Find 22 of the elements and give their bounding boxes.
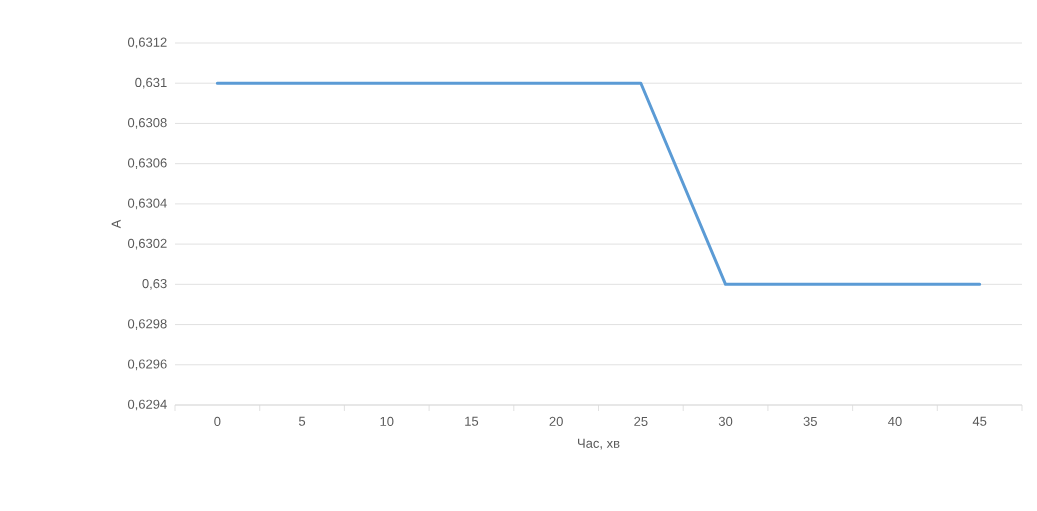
y-axis-title: A <box>111 219 121 229</box>
y-tick-label: 0,6306 <box>127 158 167 170</box>
x-tick-label: 0 <box>214 416 221 426</box>
y-tick-label: 0,6294 <box>127 399 167 411</box>
y-tick-label: 0,6296 <box>127 359 167 371</box>
x-tick-label: 15 <box>465 416 479 426</box>
x-tick-label: 10 <box>380 416 394 426</box>
y-tick-label: 0,63 <box>142 278 167 290</box>
x-axis-title: Час, хв <box>578 438 620 450</box>
y-tick-label: 0,6308 <box>127 118 167 129</box>
x-tick-label: 45 <box>972 416 987 426</box>
y-tick-label: 0,6298 <box>127 319 167 330</box>
x-tick-label: 20 <box>549 416 563 426</box>
y-tick-label: 0,6304 <box>127 198 167 210</box>
y-tick-label: 0,6312 <box>127 37 167 49</box>
x-tick-label: 25 <box>634 416 648 426</box>
x-tick-label: 30 <box>718 416 733 426</box>
x-tick-label: 40 <box>888 416 902 426</box>
y-tick-label: 0,631 <box>135 77 167 89</box>
y-tick-label: 0,6302 <box>127 238 167 250</box>
x-tick-label: 5 <box>298 416 306 426</box>
x-tick-label: 35 <box>803 416 817 426</box>
